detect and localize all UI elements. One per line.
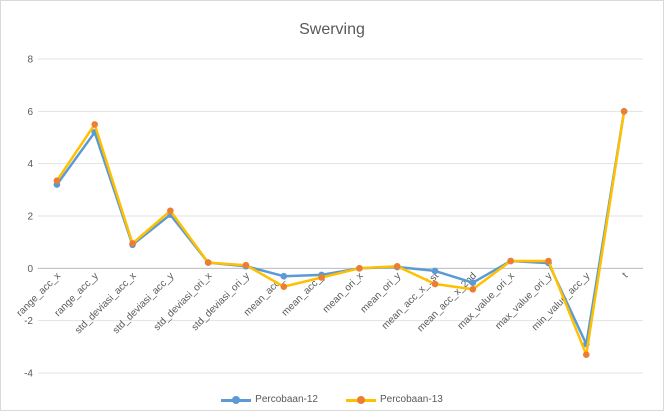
data-point-series-2 — [545, 257, 552, 265]
data-point-series-2 — [53, 177, 61, 184]
legend-label-series-1: Percobaan-12 — [255, 394, 318, 405]
data-point-series-2 — [582, 351, 590, 358]
y-axis: -4 -2 0 2 4 6 8 — [24, 55, 33, 380]
legend: Percobaan-12 Percobaan-13 — [1, 394, 663, 405]
data-point-series-2 — [167, 207, 174, 215]
data-point-series-2 — [356, 265, 363, 272]
data-point-series-1 — [431, 267, 439, 275]
data-point-series-2 — [620, 108, 628, 115]
data-point-series-2 — [204, 259, 212, 266]
data-point-series-2 — [280, 283, 288, 290]
series-lines — [53, 108, 628, 358]
chart-title: Swerving — [299, 21, 365, 38]
y-tick-label: 0 — [27, 264, 33, 275]
data-point-series-2 — [469, 285, 477, 293]
data-point-series-2 — [318, 274, 325, 281]
legend-item-series-2: Percobaan-13 — [346, 394, 443, 405]
data-point-series-1 — [469, 279, 477, 287]
legend-label-series-2: Percobaan-13 — [380, 394, 443, 405]
y-tick-label: 8 — [27, 55, 33, 66]
data-point-series-2 — [242, 261, 250, 269]
y-tick-label: 6 — [27, 107, 33, 118]
x-axis: range_acc_xrange_acc_ystd_deviasi_acc_xs… — [15, 267, 643, 336]
y-tick-label: 2 — [27, 212, 33, 223]
data-point-series-2 — [393, 262, 401, 270]
legend-swatch-series-1 — [221, 395, 252, 405]
data-point-series-2 — [129, 240, 136, 247]
y-tick-label: -4 — [24, 369, 33, 380]
series-line-2 — [55, 111, 626, 356]
y-tick-label: 4 — [27, 159, 33, 170]
data-point-series-1 — [280, 272, 288, 280]
y-tick-label: -2 — [24, 316, 33, 327]
data-point-series-2 — [431, 280, 439, 288]
data-point-series-2 — [507, 257, 514, 265]
data-point-series-2 — [91, 121, 99, 128]
legend-item-series-1: Percobaan-12 — [221, 394, 318, 405]
x-tick-label: t — [620, 271, 630, 281]
legend-swatch-series-2 — [346, 395, 376, 405]
